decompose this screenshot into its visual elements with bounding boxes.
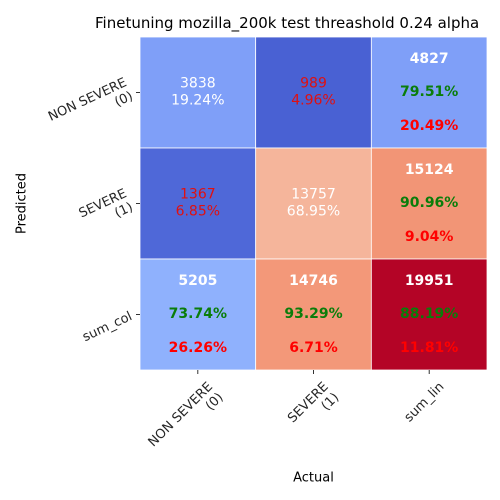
heatmap-cell-r1-c1 (255, 147, 372, 260)
cell-correct-pct-r1-c2: 90.96% (400, 195, 458, 211)
y-axis-label: Predicted (15, 173, 30, 234)
cell-count-r0-c0: 3838 (180, 76, 216, 92)
heatmap-cell-r0-c2 (370, 36, 488, 149)
cell-count-r1-c1: 13757 (291, 187, 336, 203)
cell-total-r2-c1: 14746 (289, 273, 338, 289)
cell-correct-pct-r2-c1: 93.29% (284, 306, 342, 322)
heatmap-cell-r1-c2 (370, 147, 488, 260)
cell-percent-r0-c1: 4.96% (291, 93, 335, 109)
cell-correct-pct-r0-c2: 79.51% (400, 84, 458, 100)
heatmap-cell-r2-c1 (255, 258, 372, 371)
cell-count-r0-c1: 989 (300, 76, 327, 92)
y-tick-label-0: NON SEVERE(0) (46, 75, 135, 138)
cell-total-r1-c2: 15124 (405, 162, 454, 178)
cell-error-pct-r2-c1: 6.71% (289, 340, 338, 356)
x-tick-label-1: SEVERE(1) (285, 380, 342, 437)
chart-title: Finetuning mozilla_200k test threashold … (95, 14, 480, 32)
cell-correct-pct-r2-c2: 88.19% (400, 306, 458, 322)
cell-correct-pct-r2-c0: 73.74% (169, 306, 227, 322)
cell-count-r1-c0: 1367 (180, 187, 216, 203)
x-axis-label: Actual (293, 471, 334, 486)
heatmap-cell-r2-c0 (139, 258, 257, 371)
cell-error-pct-r1-c2: 9.04% (405, 229, 454, 245)
heatmap-cell-r1-c0 (139, 147, 257, 260)
cell-percent-r1-c1: 68.95% (287, 204, 340, 220)
cell-percent-r1-c0: 6.85% (176, 204, 220, 220)
y-tick-label-1: SEVERE(1) (77, 186, 136, 235)
x-tick-label-0: NON SEVERE(0) (146, 380, 227, 461)
x-tick-label-2: sum_lin (402, 380, 448, 426)
cell-total-r2-c0: 5205 (178, 273, 217, 289)
cell-total-r0-c2: 4827 (410, 51, 449, 67)
heatmap-cell-r2-c2 (370, 258, 488, 371)
cell-total-r2-c2: 19951 (405, 273, 454, 289)
cell-error-pct-r0-c2: 20.49% (400, 118, 458, 134)
y-tick-label-2: sum_col (80, 309, 134, 345)
cell-error-pct-r2-c2: 11.81% (400, 340, 458, 356)
cell-percent-r0-c0: 19.24% (171, 93, 224, 109)
cell-error-pct-r2-c0: 26.26% (169, 340, 227, 356)
